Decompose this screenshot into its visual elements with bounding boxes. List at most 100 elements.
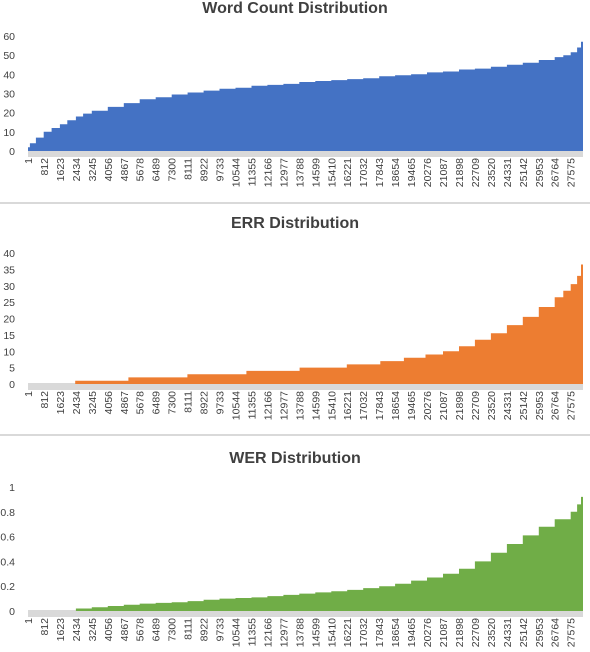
x-tick-label: 17032 xyxy=(358,618,370,647)
x-tick-label: 20276 xyxy=(422,158,434,187)
x-tick-label: 14599 xyxy=(310,158,322,187)
x-tick-label: 4867 xyxy=(119,158,131,182)
y-tick-label: 0.8 xyxy=(0,507,15,519)
x-axis-baseline xyxy=(28,610,583,617)
y-tick-label: 15 xyxy=(3,330,15,342)
x-tick-label: 12977 xyxy=(278,391,290,420)
x-tick-label: 21898 xyxy=(454,391,466,420)
chart-title: ERR Distribution xyxy=(231,215,359,232)
y-tick-label: 0.6 xyxy=(0,532,15,544)
x-tick-label: 9733 xyxy=(215,391,227,415)
x-tick-label: 13788 xyxy=(294,618,306,647)
x-tick-label: 8111 xyxy=(183,618,195,640)
x-tick-label: 812 xyxy=(39,158,51,176)
x-tick-label: 22709 xyxy=(470,618,482,647)
x-tick-label: 7300 xyxy=(167,618,179,642)
x-tick-label: 1 xyxy=(23,618,35,624)
err-chart: 0 5 10 15 20 25 30 35 40 1 812 1623 2434 3245 4056 4867… xyxy=(3,248,583,420)
x-tick-label: 10544 xyxy=(231,618,243,647)
x-tick-label: 8111 xyxy=(183,391,195,413)
x-tick-label: 4056 xyxy=(103,618,115,642)
y-tick-label: 35 xyxy=(3,264,15,276)
series-area xyxy=(28,253,583,384)
y-tick-label: 20 xyxy=(3,108,15,120)
x-tick-label: 23520 xyxy=(486,618,498,647)
x-tick-label: 9733 xyxy=(215,618,227,642)
x-tick-label: 22709 xyxy=(470,158,482,187)
x-tick-label: 21898 xyxy=(454,618,466,647)
y-tick-label: 0 xyxy=(9,606,15,618)
x-tick-label: 23520 xyxy=(486,391,498,420)
chart-title: WER Distribution xyxy=(229,450,361,467)
x-tick-label: 4867 xyxy=(119,618,131,642)
series-area xyxy=(28,36,583,151)
x-tick-label: 26764 xyxy=(550,391,562,420)
x-tick-label: 11355 xyxy=(247,618,259,647)
x-tick-label: 4867 xyxy=(119,391,131,415)
x-tick-label: 25953 xyxy=(534,158,546,187)
x-tick-label: 17032 xyxy=(358,391,370,420)
x-tick-label: 2434 xyxy=(71,391,83,415)
y-tick-label: 0 xyxy=(9,379,15,391)
x-tick-label: 15410 xyxy=(326,158,338,187)
x-tick-label: 27575 xyxy=(566,158,578,187)
x-tick-label: 10544 xyxy=(231,391,243,420)
x-tick-label: 1623 xyxy=(55,618,67,642)
x-tick-label: 8922 xyxy=(199,618,211,642)
x-axis-baseline xyxy=(28,150,583,157)
x-tick-label: 14599 xyxy=(310,391,322,420)
x-tick-label: 5678 xyxy=(135,391,147,415)
y-tick-label: 0.2 xyxy=(0,581,15,593)
x-tick-label: 5678 xyxy=(135,158,147,182)
y-tick-label: 60 xyxy=(3,31,15,43)
x-tick-label: 3245 xyxy=(87,158,99,182)
y-tick-label: 10 xyxy=(3,346,15,358)
x-tick-label: 13788 xyxy=(294,391,306,420)
x-tick-label: 21898 xyxy=(454,158,466,187)
x-tick-label: 6489 xyxy=(151,158,163,182)
y-tick-label: 25 xyxy=(3,297,15,309)
x-tick-label: 18654 xyxy=(390,158,402,187)
x-tick-label: 27575 xyxy=(566,618,578,647)
x-tick-label: 16221 xyxy=(342,391,354,420)
x-tick-label: 8922 xyxy=(199,158,211,182)
x-tick-label: 21087 xyxy=(438,158,450,187)
divider xyxy=(0,202,590,204)
y-tick-label: 1 xyxy=(9,482,15,494)
x-tick-label: 25142 xyxy=(518,158,530,187)
chart-title: Word Count Distribution xyxy=(202,0,388,17)
x-tick-label: 8922 xyxy=(199,391,211,415)
x-tick-label: 20276 xyxy=(422,391,434,420)
x-tick-label: 1 xyxy=(23,391,35,397)
x-tick-label: 14599 xyxy=(310,618,322,647)
x-tick-label: 26764 xyxy=(550,158,562,187)
x-tick-label: 25953 xyxy=(534,618,546,647)
x-tick-label: 11355 xyxy=(247,391,259,420)
x-tick-label: 18654 xyxy=(390,618,402,647)
x-tick-label: 4056 xyxy=(103,391,115,415)
x-tick-label: 11355 xyxy=(247,158,259,187)
x-tick-label: 25142 xyxy=(518,391,530,420)
x-tick-label: 6489 xyxy=(151,391,163,415)
x-tick-label: 24331 xyxy=(502,391,514,420)
x-tick-label: 18654 xyxy=(390,391,402,420)
x-tick-label: 1623 xyxy=(55,158,67,182)
x-tick-label: 21087 xyxy=(438,391,450,420)
x-tick-label: 16221 xyxy=(342,158,354,187)
x-tick-label: 812 xyxy=(39,618,51,636)
x-tick-label: 24331 xyxy=(502,618,514,647)
x-tick-label: 12977 xyxy=(278,618,290,647)
x-tick-label: 7300 xyxy=(167,158,179,182)
y-tick-label: 50 xyxy=(3,50,15,62)
y-tick-label: 40 xyxy=(3,248,15,260)
series-area xyxy=(28,487,583,611)
y-tick-label: 20 xyxy=(3,314,15,326)
x-tick-label: 12166 xyxy=(262,391,274,420)
y-tick-label: 40 xyxy=(3,69,15,81)
y-tick-label: 30 xyxy=(3,89,15,101)
y-tick-label: 0.4 xyxy=(0,556,15,568)
x-tick-label: 25142 xyxy=(518,618,530,647)
x-tick-label: 17843 xyxy=(374,391,386,420)
x-tick-label: 19465 xyxy=(406,618,418,647)
x-tick-label: 15410 xyxy=(326,391,338,420)
